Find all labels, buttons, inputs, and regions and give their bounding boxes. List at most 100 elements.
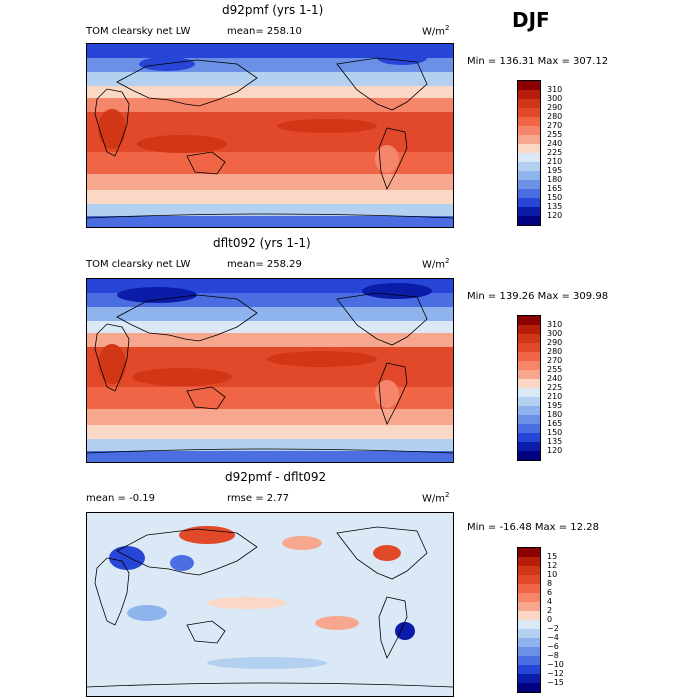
africa <box>94 557 130 626</box>
panel-3-colorbar <box>517 547 541 693</box>
panel-2-minmax: Min = 139.26 Max = 309.98 <box>467 291 609 302</box>
band-antarctic-edge <box>87 439 453 451</box>
warm-pool <box>132 368 232 386</box>
coastlines <box>86 57 454 219</box>
south-america-warm <box>375 145 399 173</box>
cbar1-label: 290 <box>547 103 563 112</box>
band-mid-north <box>87 72 453 86</box>
south-america-negative <box>395 622 415 640</box>
north-asia-positive <box>179 526 235 544</box>
cbar2-label: 255 <box>547 365 563 374</box>
cbar3-label: −15 <box>547 678 564 687</box>
cbar3-label: −2 <box>547 624 559 633</box>
cbar1-label: 300 <box>547 94 563 103</box>
cbar2-label: 165 <box>547 419 563 428</box>
cbar2-label: 210 <box>547 392 563 401</box>
eurasia <box>116 294 258 342</box>
pacific-high-band <box>267 351 377 367</box>
band-south-subtropics <box>87 152 453 174</box>
cbar1-label: 310 <box>547 85 563 94</box>
cbar3-label: −4 <box>547 633 559 642</box>
south-america-warm <box>375 380 399 408</box>
tropics-slight-positive <box>207 597 287 609</box>
band-north-temperate <box>87 86 453 98</box>
band-southern-ocean <box>87 425 453 439</box>
panel-2-field: TOM clearsky net LW <box>86 259 191 270</box>
cbar3-label: 10 <box>547 570 558 579</box>
band-north-subtropics <box>87 98 453 112</box>
australia <box>186 386 226 410</box>
cbar3-label: 12 <box>547 561 558 570</box>
panel-3-title: d92pmf - dflt092 <box>225 470 327 484</box>
panel-3-units: W/m2 <box>422 491 450 505</box>
band-antarctic-edge <box>87 204 453 216</box>
antarctica <box>86 448 454 454</box>
cbar2-label: 120 <box>547 446 563 455</box>
cbar3-label: 4 <box>547 597 553 606</box>
cbar3-label: −12 <box>547 669 564 678</box>
band-southern-ocean <box>87 190 453 204</box>
band-south-subtropics <box>87 387 453 409</box>
cbar3-label: −10 <box>547 660 564 669</box>
cbar3-label: 2 <box>547 606 553 615</box>
cbar3-label: −6 <box>547 642 559 651</box>
cbar1-label: 240 <box>547 139 563 148</box>
band-south-temperate <box>87 409 453 425</box>
season-label: DJF <box>512 8 550 32</box>
cbar2-label: 150 <box>547 428 563 437</box>
cbar2-label: 300 <box>547 329 563 338</box>
panel-2-mean: mean= 258.29 <box>227 259 302 270</box>
panel-1-colorbar <box>517 80 541 226</box>
cbar2-label: 280 <box>547 347 563 356</box>
north-america <box>336 292 428 346</box>
cbar2-label: 310 <box>547 320 563 329</box>
panel-3-minmax: Min = -16.48 Max = 12.28 <box>467 522 599 533</box>
siberia-cold <box>117 287 197 303</box>
band-antarctica <box>87 216 453 227</box>
cbar3-label: 0 <box>547 615 553 624</box>
north-america-positive <box>373 545 401 561</box>
cbar1-label: 120 <box>547 211 563 220</box>
warm-pool <box>137 135 227 153</box>
cbar1-label: 195 <box>547 166 563 175</box>
panel-1-field: TOM clearsky net LW <box>86 26 191 37</box>
cbar1-label: 225 <box>547 148 563 157</box>
north-america <box>336 526 428 580</box>
panel-2-colorbar <box>517 315 541 461</box>
south-america <box>378 362 408 425</box>
cbar3-label: 15 <box>547 552 558 561</box>
southern-ocean-negative <box>207 657 327 669</box>
panel-2-field-plot <box>86 279 454 462</box>
pacific-high-band <box>277 119 377 133</box>
cbar2-label: 225 <box>547 383 563 392</box>
europe-negative <box>109 546 145 570</box>
africa <box>94 323 130 392</box>
cbar3-label: 8 <box>547 579 553 588</box>
cbar1-label: 280 <box>547 112 563 121</box>
cbar1-label: 180 <box>547 175 563 184</box>
cbar1-label: 210 <box>547 157 563 166</box>
band-arctic <box>87 44 453 58</box>
cbar1-label: 165 <box>547 184 563 193</box>
south-america <box>378 127 408 190</box>
australia <box>186 151 226 175</box>
eurasia <box>116 528 258 576</box>
panel-3-field-plot <box>86 513 454 696</box>
panel-1-title: d92pmf (yrs 1-1) <box>222 3 324 17</box>
central-asia-negative <box>170 555 194 571</box>
panel-1-minmax: Min = 136.31 Max = 307.12 <box>467 56 609 67</box>
coastlines <box>86 292 454 454</box>
north-america <box>336 57 428 111</box>
north-pacific-positive <box>282 536 322 550</box>
cbar2-label: 240 <box>547 374 563 383</box>
panel-1-field-plot <box>86 44 454 227</box>
canada-cold <box>377 51 427 65</box>
panel-1-mean: mean= 258.10 <box>227 26 302 37</box>
antarctica <box>86 213 454 219</box>
band-north-subtropics <box>87 333 453 347</box>
panel-2-map <box>86 278 454 463</box>
cbar1-label: 150 <box>547 193 563 202</box>
eurasia <box>116 59 258 107</box>
cbar3-label: −8 <box>547 651 559 660</box>
band-mid-north <box>87 307 453 321</box>
